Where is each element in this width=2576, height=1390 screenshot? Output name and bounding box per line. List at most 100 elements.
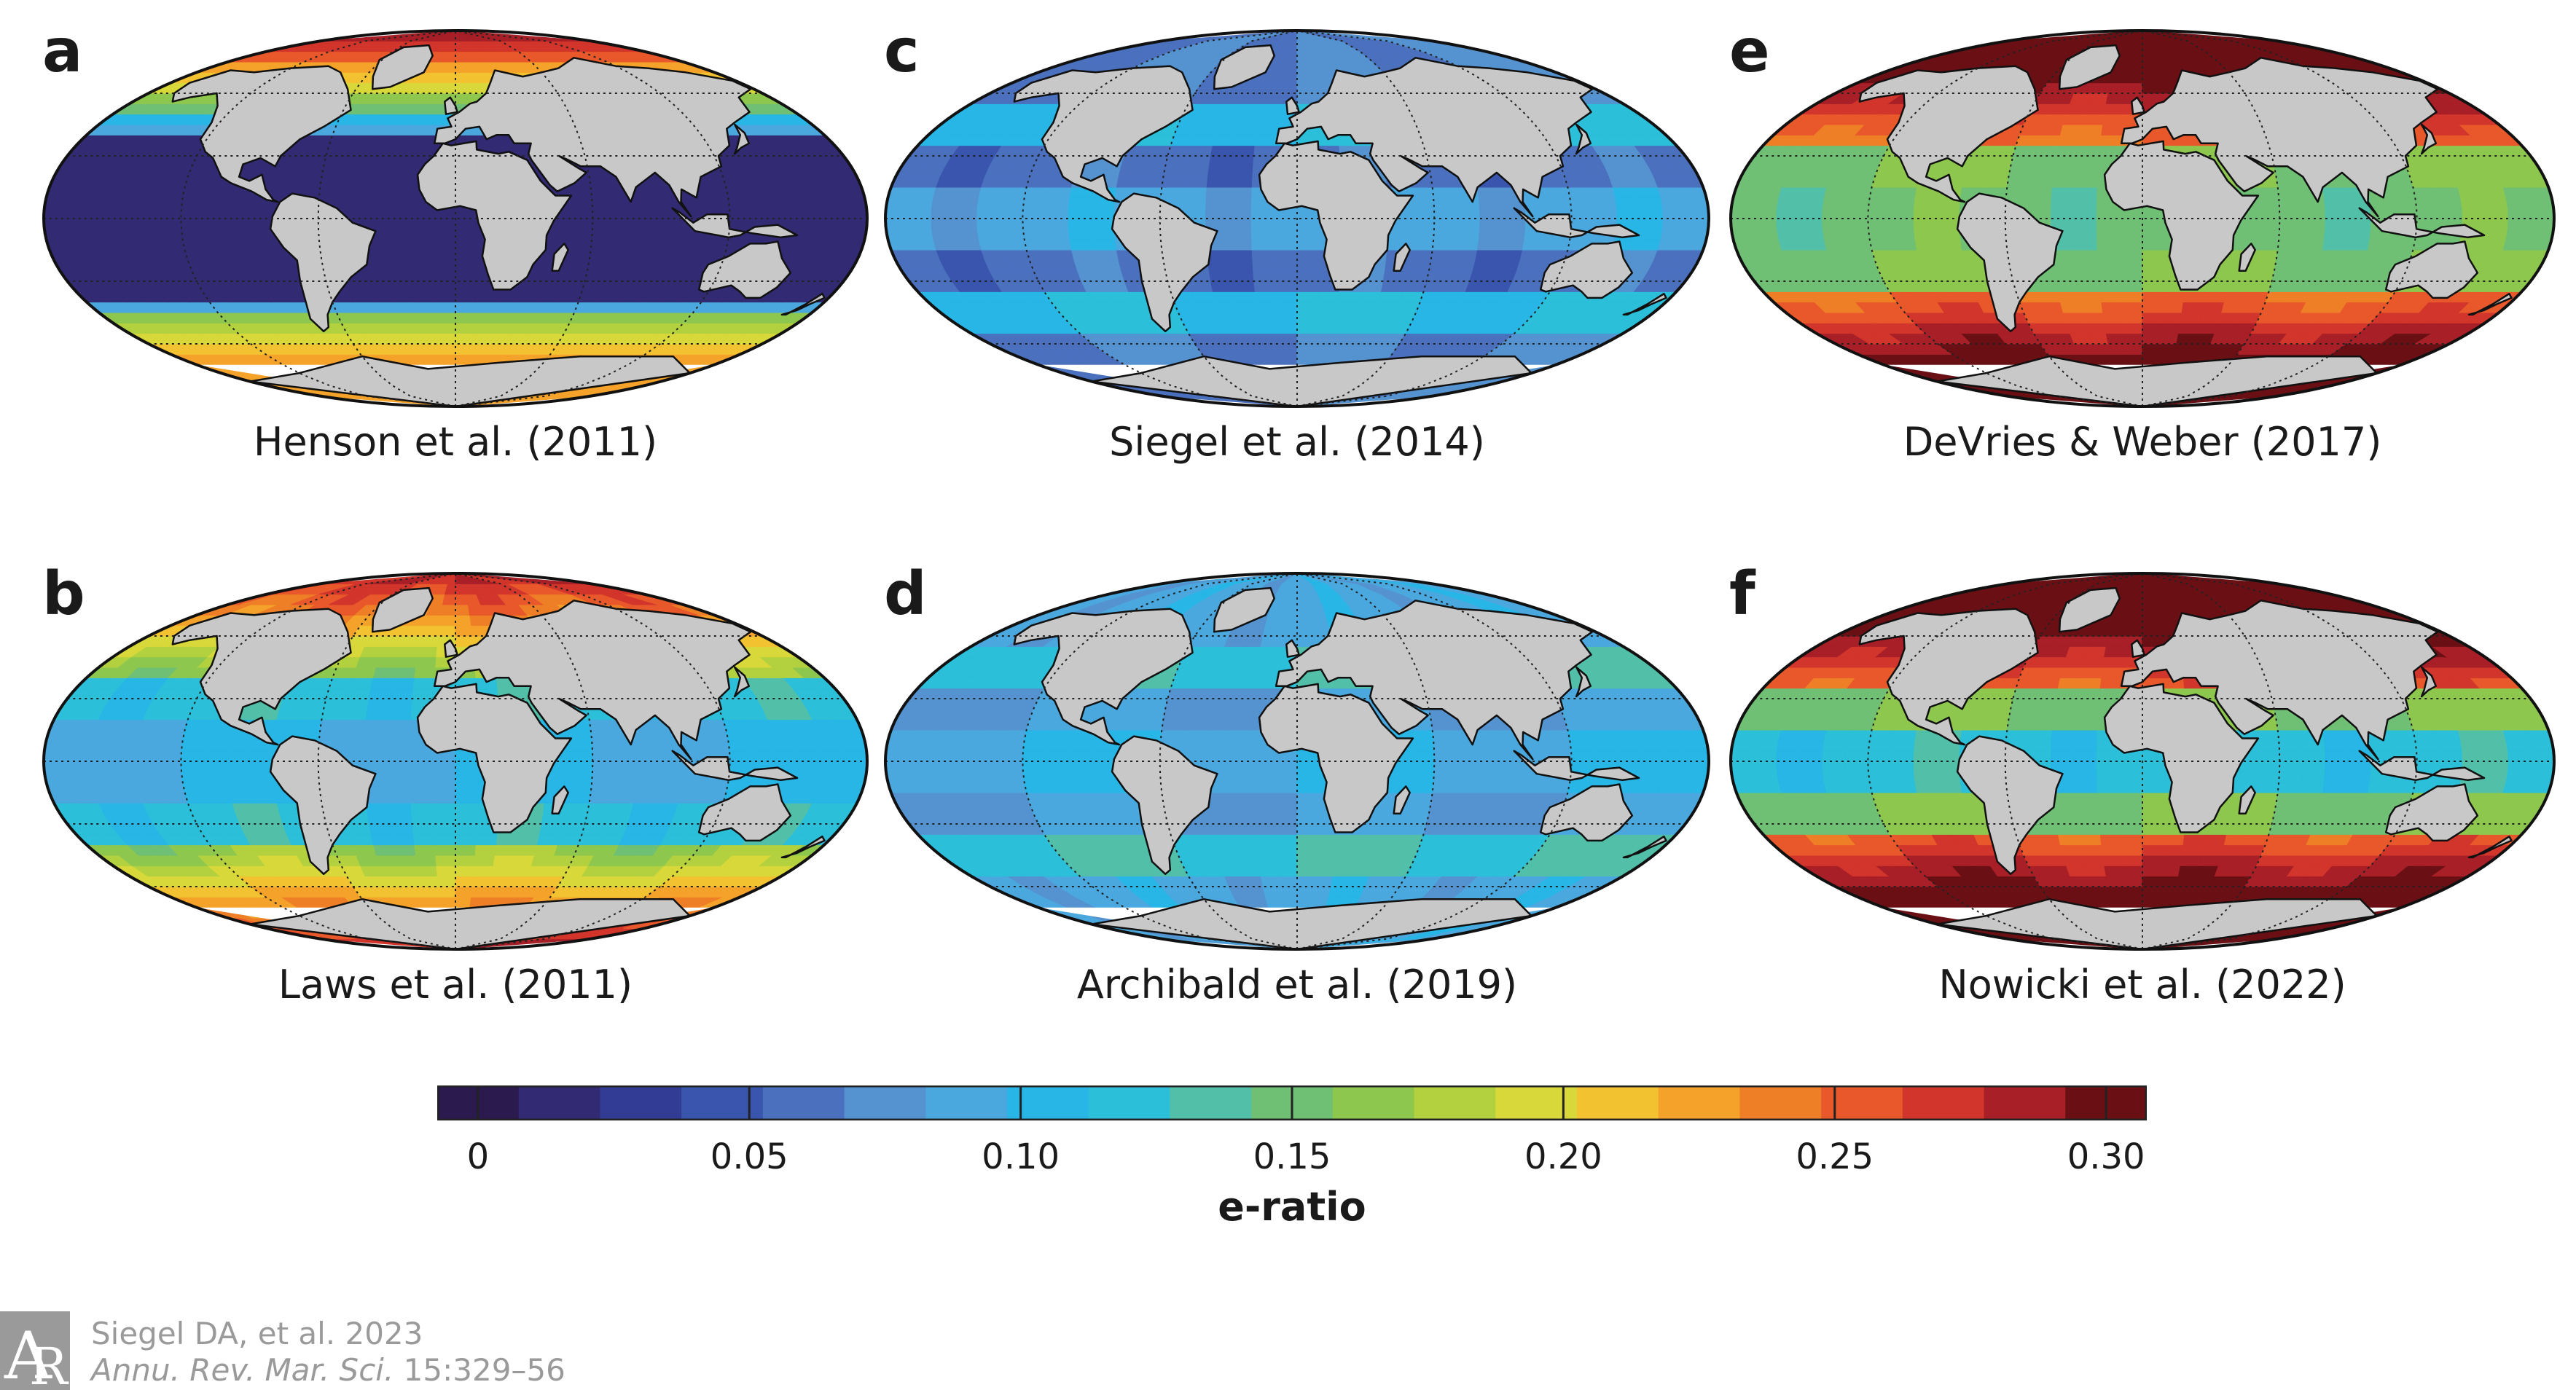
ocean-cell <box>1022 208 1046 219</box>
ocean-cell <box>1274 802 1298 814</box>
ocean-cell <box>657 782 684 793</box>
ocean-cell <box>1378 291 1404 303</box>
ocean-cell <box>1456 218 1481 229</box>
ocean-cell <box>1025 249 1053 261</box>
ocean-cell <box>1228 239 1253 251</box>
ocean-cell <box>436 322 456 334</box>
ocean-cell <box>1095 259 1122 272</box>
ocean-cell <box>1024 186 1050 198</box>
ocean-cell <box>1608 719 1636 731</box>
ocean-cell <box>1637 771 1664 783</box>
ocean-cell <box>1296 61 1312 73</box>
ocean-cell <box>1615 197 1640 209</box>
ocean-cell <box>1185 708 1210 720</box>
ocean-cell <box>1296 782 1320 793</box>
ocean-cell <box>44 750 68 762</box>
ocean-cell <box>159 729 186 741</box>
ocean-cell <box>1228 186 1253 198</box>
ocean-cell <box>1469 813 1496 825</box>
ocean-cell <box>203 771 229 783</box>
ocean-cell <box>367 155 391 167</box>
ocean-cell <box>1189 145 1213 157</box>
ocean-cell <box>323 155 348 167</box>
ocean-cell <box>1274 218 1298 229</box>
ocean-cell <box>440 61 456 73</box>
ocean-cell <box>66 771 93 783</box>
ocean-cell <box>1296 239 1320 251</box>
ocean-cell <box>1589 729 1616 741</box>
ocean-cell <box>434 291 456 303</box>
ocean-cell <box>1564 719 1592 731</box>
ocean-cell <box>250 782 275 793</box>
ocean-cell <box>1051 259 1078 272</box>
ocean-cell <box>1544 186 1570 198</box>
ocean-cell <box>1296 218 1320 229</box>
ocean-cell <box>1230 270 1255 282</box>
ocean-cell <box>276 165 302 178</box>
ocean-cell <box>432 218 456 229</box>
ocean-cell <box>1355 844 1380 856</box>
ocean-cell <box>182 186 208 198</box>
ocean-cell <box>1173 844 1199 856</box>
ocean-cell <box>68 186 95 198</box>
ocean-cell <box>1410 771 1435 783</box>
meridian <box>317 31 456 407</box>
ocean-cell <box>369 280 393 292</box>
panel-d: d Archibald et al. (2019) <box>878 565 1716 1016</box>
ocean-cell <box>1191 291 1216 303</box>
ocean-cell <box>590 729 615 741</box>
ocean-cell <box>1208 813 1233 825</box>
ocean-cell <box>412 280 435 292</box>
ocean-cell <box>1660 771 1686 783</box>
ocean-cell <box>378 322 402 334</box>
ocean-cell <box>387 249 412 261</box>
ocean-cell <box>432 249 456 261</box>
ocean-cell <box>1070 792 1097 804</box>
ocean-cell <box>913 792 941 804</box>
ocean-cell <box>1220 103 1244 115</box>
ocean-cell <box>1404 270 1430 282</box>
ocean-cell <box>933 239 960 251</box>
ocean-cell <box>885 197 912 209</box>
ocean-cell <box>1029 165 1057 178</box>
ocean-cell <box>1217 312 1241 323</box>
ocean-cell <box>394 844 417 856</box>
ocean-cell <box>398 865 420 877</box>
ocean-cell <box>652 259 679 272</box>
ocean-cell <box>455 343 473 355</box>
ocean-cell <box>1003 249 1030 261</box>
ocean-cell <box>432 771 456 783</box>
ocean-cell <box>589 249 614 261</box>
ocean-cell <box>352 667 377 678</box>
ocean-cell <box>1197 114 1222 125</box>
ocean-cell <box>474 844 497 856</box>
ocean-cell <box>1232 145 1256 157</box>
ocean-cell <box>1378 833 1404 846</box>
ocean-cell <box>1229 249 1253 261</box>
ocean-cell <box>1544 239 1570 251</box>
ocean-cell <box>455 782 479 793</box>
ocean-cell <box>471 333 493 345</box>
ocean-cell <box>1315 312 1337 323</box>
ocean-cell <box>1161 719 1186 731</box>
ocean-cell <box>976 739 1003 752</box>
ocean-cell <box>1401 823 1428 835</box>
ocean-cell <box>1186 155 1212 167</box>
ocean-cell <box>1683 228 1709 240</box>
ocean-cell <box>111 208 136 219</box>
ocean-cell <box>395 855 418 866</box>
ocean-cell <box>388 259 412 272</box>
ocean-cell <box>1276 302 1298 313</box>
ocean-cell <box>1245 886 1267 898</box>
ocean-cell <box>954 197 979 209</box>
ocean-cell <box>958 792 986 804</box>
ocean-cell <box>89 750 114 762</box>
ocean-cell <box>111 218 136 229</box>
ocean-cell <box>409 761 434 772</box>
map-panel-d <box>884 572 1710 951</box>
ocean-cell <box>439 614 456 627</box>
ocean-cell <box>301 698 327 710</box>
ocean-cell <box>474 312 496 323</box>
ocean-cell <box>1452 249 1479 261</box>
ocean-cell <box>1118 165 1144 178</box>
